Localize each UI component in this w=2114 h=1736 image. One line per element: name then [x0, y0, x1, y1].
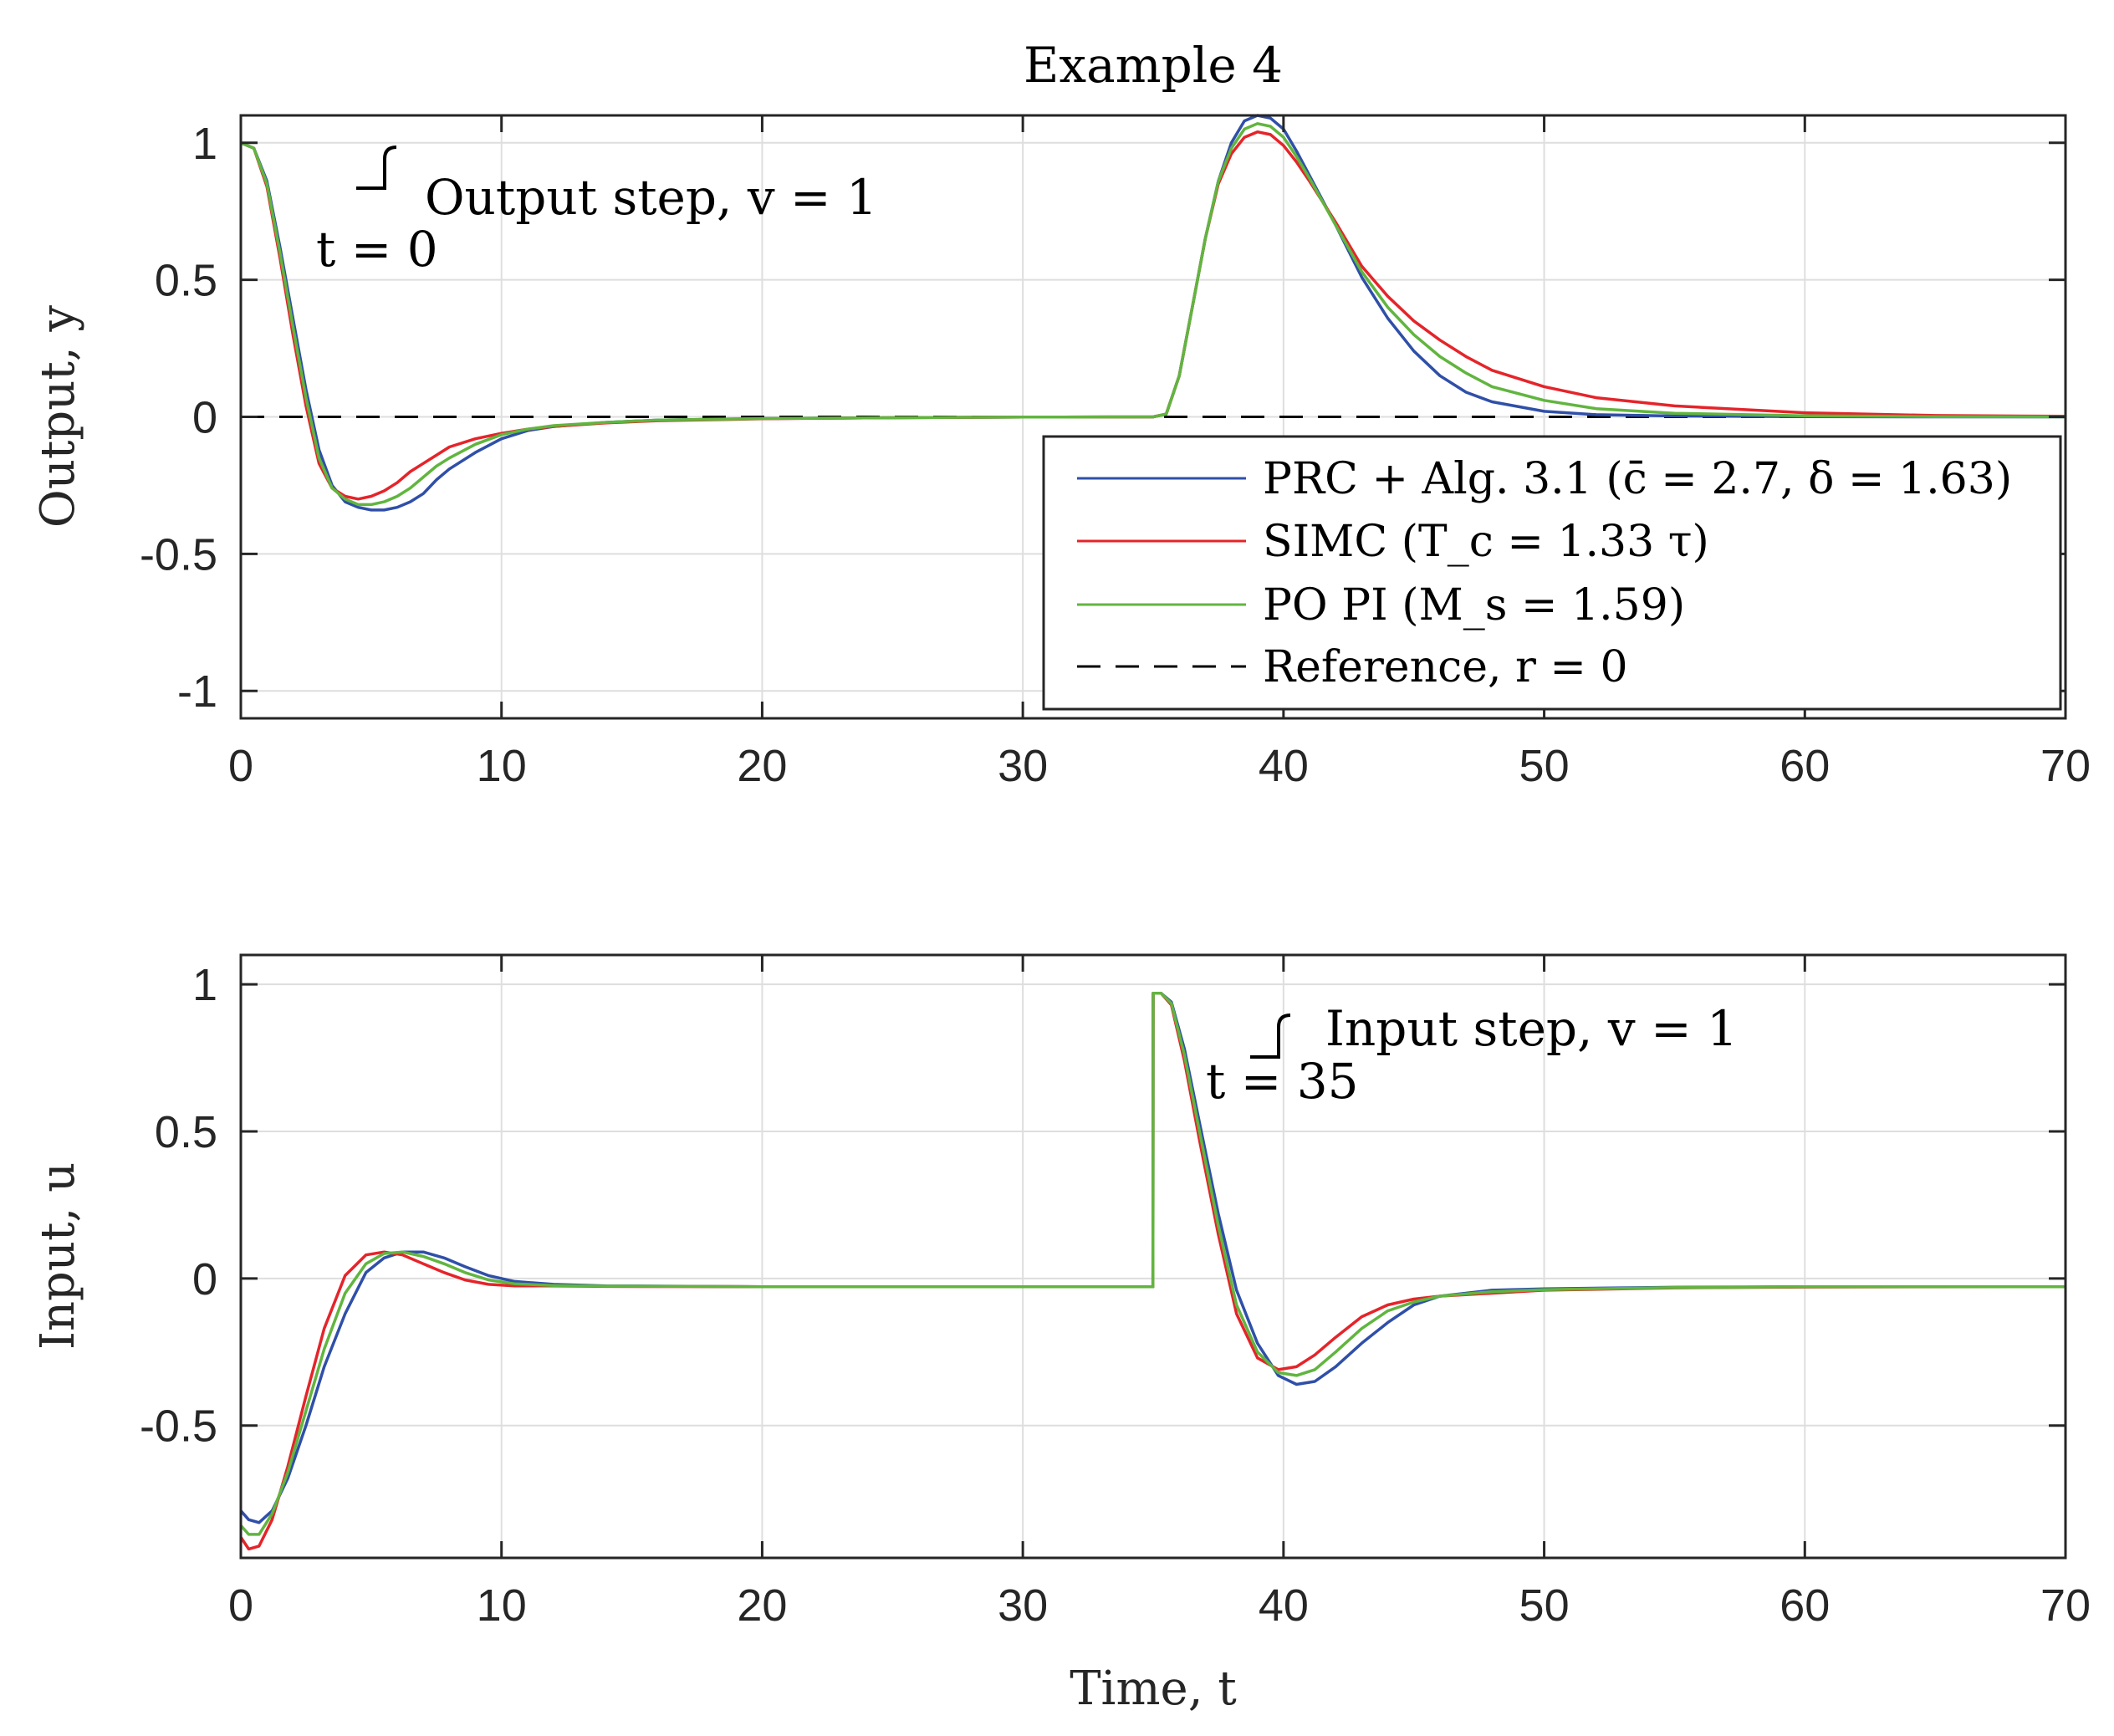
legend-entry-simc: SIMC (T_c = 1.33 τ)	[1263, 517, 1709, 567]
input-xtick-label-2: 20	[737, 1580, 787, 1631]
output-ytick-label-4: -1	[177, 666, 217, 717]
output-ytick-label-2: 0	[192, 393, 217, 443]
input-xtick-label-6: 60	[1780, 1580, 1830, 1631]
output-xtick-label-7: 70	[2040, 741, 2091, 791]
output-ylabel: Output, y	[31, 305, 85, 528]
output-series	[240, 114, 2066, 512]
legend-entry-prc: PRC + Alg. 3.1 (c̄ = 2.7, δ = 1.63)	[1263, 454, 2012, 504]
legend-entry-reference: Reference, r = 0	[1263, 642, 1628, 692]
legend-box	[1042, 435, 2062, 711]
output-xtick-label-4: 40	[1259, 741, 1309, 791]
input-xtick-label-7: 70	[2040, 1580, 2091, 1631]
output-xtick-label-5: 50	[1519, 741, 1570, 791]
input-step-symbol	[1250, 1014, 1291, 1059]
output-step-symbol	[356, 146, 397, 190]
legend: PRC + Alg. 3.1 (c̄ = 2.7, δ = 1.63) SIMC…	[1042, 435, 2062, 711]
output-ytick-label-0: 1	[192, 119, 217, 169]
input-ytick-label-3: -0.5	[140, 1402, 217, 1452]
input-ytick-label-1: 0.5	[155, 1107, 217, 1157]
chart-title: Example 4	[1024, 37, 1283, 94]
input-axes: 0 10 20 30 40 50 60 70 1 0.5 0 -0.5 Input, u Time, …	[31, 953, 2091, 1716]
output-ytick-label-3: -0.5	[140, 529, 217, 580]
input-xtick-label-3: 30	[998, 1580, 1048, 1631]
output-ticks: 0 10 20 30 40 50 60 70 1 0.5 0 -0.5 -1	[140, 115, 2091, 791]
input-ytick-label-0: 1	[192, 960, 217, 1010]
output-series-po-pi	[240, 122, 2066, 507]
output-step-time: t = 0	[316, 221, 438, 278]
input-xtick-label-1: 10	[477, 1580, 527, 1631]
output-ytick-label-1: 0.5	[155, 256, 217, 306]
output-xtick-label-1: 10	[477, 741, 527, 791]
input-xtick-label-5: 50	[1519, 1580, 1570, 1631]
input-series-po-pi	[239, 991, 2065, 1536]
xlabel: Time, t	[1070, 1662, 1237, 1716]
input-ticks: 0 10 20 30 40 50 60 70 1 0.5 0 -0.5	[140, 955, 2091, 1631]
output-xtick-label-6: 60	[1780, 741, 1830, 791]
output-xtick-label-3: 30	[998, 741, 1048, 791]
output-axes: 0 10 20 30 40 50 60 70 1 0.5 0 -0.5 -1 Example 4 Out…	[31, 37, 2091, 791]
input-ytick-label-2: 0	[192, 1254, 217, 1305]
output-step-label: Output step, v = 1	[425, 169, 877, 226]
input-ylabel: Input, u	[31, 1162, 85, 1350]
input-grid	[241, 955, 2065, 1558]
legend-entry-popi: PO PI (M_s = 1.59)	[1263, 580, 1685, 631]
input-axes-frame	[239, 953, 2067, 1560]
input-step-time: t = 35	[1206, 1053, 1359, 1110]
input-series	[239, 991, 2066, 1551]
output-xtick-label-2: 20	[737, 741, 787, 791]
input-xtick-label-4: 40	[1259, 1580, 1309, 1631]
input-step-label: Input step, v = 1	[1325, 1000, 1738, 1057]
input-xtick-label-0: 0	[228, 1580, 253, 1631]
output-xtick-label-0: 0	[228, 741, 253, 791]
